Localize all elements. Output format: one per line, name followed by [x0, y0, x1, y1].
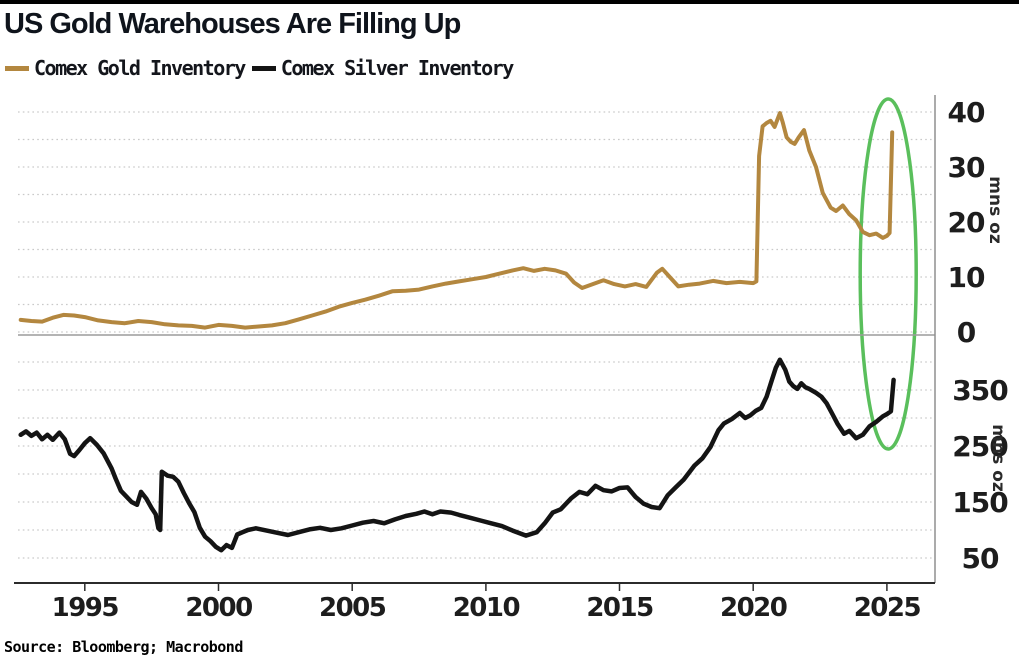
legend-label-silver: Comex Silver Inventory [280, 56, 514, 80]
x-tick-label: 2015 [586, 593, 653, 623]
top-panel-y-labels: 0 10 20 30 40 [948, 96, 986, 349]
bottom-panel-unit-label: mns oz [988, 424, 1008, 492]
y-tick-label: 30 [948, 151, 985, 184]
bottom-panel-gridlines [18, 361, 935, 559]
page-title: US Gold Warehouses Are Filling Up [4, 8, 461, 40]
y-tick-label: 250 [952, 430, 1008, 463]
y-tick-label: 40 [948, 96, 985, 129]
gold-series-line [18, 111, 895, 330]
chart-legend: Comex Gold Inventory Comex Silver Invent… [5, 56, 520, 80]
silver-series-line [18, 357, 896, 553]
x-axis-ticks: 1995 2000 2005 2010 2015 2020 2025 [52, 583, 922, 623]
gold-series-swatch-icon [5, 65, 29, 71]
top-panel-gridlines [18, 111, 935, 333]
bottom-panel-y-labels: 50 150 250 350 [952, 374, 1009, 575]
y-tick-label: 150 [952, 486, 1008, 519]
top-panel-unit-label: mns oz [985, 176, 1005, 244]
y-tick-label: 50 [962, 542, 999, 575]
annotation-layer [858, 97, 918, 451]
x-tick-label: 2020 [720, 593, 787, 623]
y-tick-label: 10 [948, 261, 985, 294]
legend-item-gold: Comex Gold Inventory [5, 56, 246, 80]
x-tick-label: 2000 [185, 593, 252, 623]
x-tick-label: 1995 [52, 593, 119, 623]
y-tick-label: 0 [957, 316, 976, 349]
silver-series-layer [18, 357, 896, 553]
source-note: Source: Bloomberg; Macrobond [4, 638, 243, 656]
y-tick-label: 350 [952, 374, 1008, 407]
silver-series-swatch-icon [251, 65, 276, 71]
legend-item-silver: Comex Silver Inventory [251, 56, 514, 80]
x-tick-label: 2010 [453, 593, 520, 623]
gold-series-layer [18, 111, 895, 330]
highlight-ellipse [858, 97, 918, 451]
x-tick-label: 2025 [854, 593, 921, 623]
x-tick-label: 2005 [319, 593, 386, 623]
window-top-border [0, 0, 1019, 4]
legend-label-gold: Comex Gold Inventory [34, 56, 246, 80]
y-tick-label: 20 [948, 206, 985, 239]
